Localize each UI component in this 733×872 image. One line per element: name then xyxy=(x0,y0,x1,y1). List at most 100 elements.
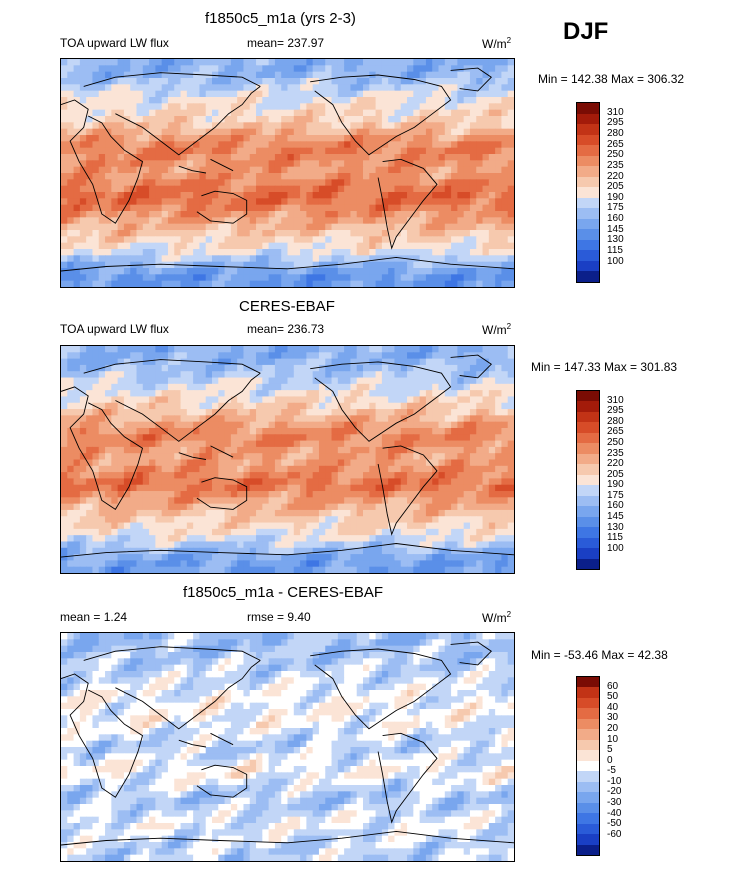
field-cell xyxy=(495,109,503,117)
field-cell xyxy=(205,192,213,199)
field-cell xyxy=(243,160,251,168)
field-cell xyxy=(287,116,295,123)
field-cell xyxy=(105,116,112,123)
field-cell xyxy=(287,230,295,237)
field-cell xyxy=(438,166,446,174)
field-cell xyxy=(281,230,289,237)
field-cell xyxy=(180,390,188,398)
field-cell xyxy=(312,185,320,193)
field-cell xyxy=(451,84,458,92)
field-cell xyxy=(293,522,301,530)
field-cell xyxy=(356,497,364,505)
field-cell xyxy=(268,472,276,480)
field-cell xyxy=(312,242,320,250)
field-cell xyxy=(142,185,150,193)
field-cell xyxy=(425,192,433,199)
field-cell xyxy=(281,421,289,429)
field-cell xyxy=(425,497,433,505)
field-cell xyxy=(337,472,345,480)
field-cell xyxy=(73,446,81,454)
field-cell xyxy=(495,211,503,218)
field-cell xyxy=(451,453,458,461)
field-cell xyxy=(174,472,182,480)
field-cell xyxy=(318,255,326,263)
field-cell xyxy=(61,166,68,174)
field-cell xyxy=(413,509,421,517)
field-cell xyxy=(438,65,446,73)
field-cell xyxy=(243,211,251,218)
field-cell xyxy=(451,535,458,543)
colorbar-segment xyxy=(577,176,599,188)
field-cell xyxy=(142,179,150,187)
field-cell xyxy=(318,223,326,231)
field-cell xyxy=(318,535,326,543)
field-cell xyxy=(344,160,352,168)
field-cell xyxy=(193,255,201,263)
field-cell xyxy=(274,166,282,174)
field-cell xyxy=(438,484,446,492)
field-cell xyxy=(149,204,156,212)
field-cell xyxy=(230,364,238,372)
field-cell xyxy=(205,249,213,256)
field-cell xyxy=(293,491,301,498)
panel1-field xyxy=(61,59,514,287)
field-cell xyxy=(174,116,182,123)
field-cell xyxy=(193,154,201,161)
field-cell xyxy=(463,402,471,410)
field-cell xyxy=(318,71,326,79)
field-cell xyxy=(274,415,282,423)
field-cell xyxy=(312,141,320,149)
field-cell xyxy=(331,453,339,461)
field-cell xyxy=(136,97,144,104)
field-cell xyxy=(451,255,458,263)
field-cell xyxy=(388,236,396,244)
field-cell xyxy=(256,280,263,287)
field-cell xyxy=(111,211,119,218)
field-cell xyxy=(149,179,156,187)
field-cell xyxy=(476,541,484,549)
field-cell xyxy=(123,440,131,448)
field-cell xyxy=(155,71,163,79)
field-cell xyxy=(274,249,282,256)
field-cell xyxy=(123,185,131,193)
field-cell xyxy=(501,415,509,423)
field-cell xyxy=(149,261,156,269)
field-cell xyxy=(381,346,389,353)
field-cell xyxy=(451,211,458,218)
field-cell xyxy=(105,528,112,536)
field-cell xyxy=(262,147,270,155)
field-cell xyxy=(363,503,370,511)
field-cell xyxy=(400,377,408,385)
field-cell xyxy=(476,535,484,543)
field-cell xyxy=(400,358,408,366)
field-cell xyxy=(381,484,389,492)
field-cell xyxy=(167,409,175,416)
field-cell xyxy=(381,223,389,231)
field-cell xyxy=(388,154,396,161)
field-cell xyxy=(356,465,364,473)
field-cell xyxy=(293,472,301,480)
field-cell xyxy=(469,223,477,231)
field-cell xyxy=(155,147,163,155)
field-cell xyxy=(79,166,87,174)
field-cell xyxy=(287,65,295,73)
field-cell xyxy=(86,364,94,372)
field-cell xyxy=(249,434,257,442)
field-cell xyxy=(318,236,326,244)
field-cell xyxy=(318,135,326,142)
field-cell xyxy=(488,179,496,187)
coastline xyxy=(178,165,207,174)
field-cell xyxy=(407,383,414,391)
field-cell xyxy=(79,261,87,269)
field-cell xyxy=(469,211,477,218)
field-cell xyxy=(281,198,289,206)
field-cell xyxy=(180,135,188,142)
field-cell xyxy=(256,160,263,168)
field-cell xyxy=(73,84,81,92)
field-cell xyxy=(413,415,421,423)
field-cell xyxy=(432,160,440,168)
field-cell xyxy=(369,390,377,398)
field-cell xyxy=(142,402,150,410)
field-cell xyxy=(457,352,465,360)
field-cell xyxy=(123,103,131,111)
